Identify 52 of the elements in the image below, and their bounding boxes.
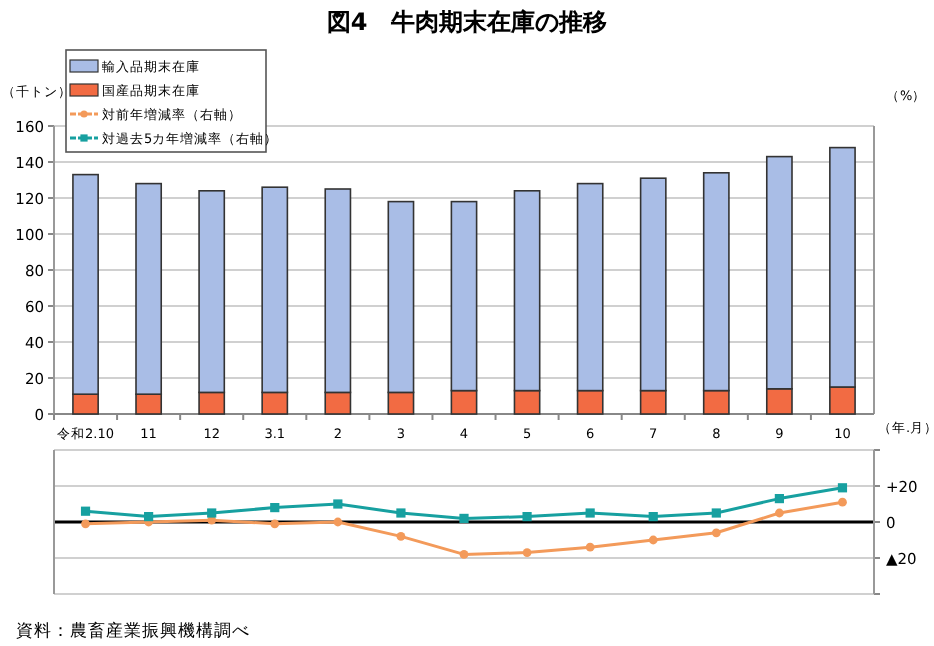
bar [765,155,793,390]
bar [639,389,667,415]
bar [639,177,667,392]
text: 資料：農畜産業振興機構調べ [16,620,250,642]
bar [513,389,541,415]
bar [513,190,541,392]
point [459,550,469,559]
bar [72,393,99,415]
bar [702,389,730,415]
bar [135,182,163,395]
point [585,508,595,518]
point [81,519,90,529]
bar [261,186,289,394]
point [270,503,280,513]
point [585,542,595,552]
chart-title: 図4 牛肉期末在庫の推移 [326,8,608,36]
point [80,506,91,516]
bar [324,188,352,394]
bar [387,200,415,394]
point [522,548,532,557]
bar [198,190,226,394]
point [459,513,469,523]
bar [261,391,289,415]
point [207,508,217,518]
point [774,494,784,504]
bar [765,388,793,415]
point [396,508,406,518]
point [648,535,658,545]
point [837,483,848,493]
bar [135,393,163,415]
bar [702,172,730,392]
point [774,508,784,518]
bar [576,182,604,392]
bar [387,391,415,415]
bar [324,391,352,415]
bar [829,386,856,415]
point [144,512,154,522]
point [711,528,721,538]
point [270,519,280,529]
point [522,512,532,522]
point [711,508,721,518]
point [333,499,343,509]
point [648,512,658,522]
bar [450,200,478,392]
point [396,532,406,541]
bar [198,391,226,415]
bar [829,146,856,388]
bar [72,173,99,395]
point [333,517,343,527]
bar [576,389,604,415]
bar [450,389,478,415]
point [838,497,847,507]
